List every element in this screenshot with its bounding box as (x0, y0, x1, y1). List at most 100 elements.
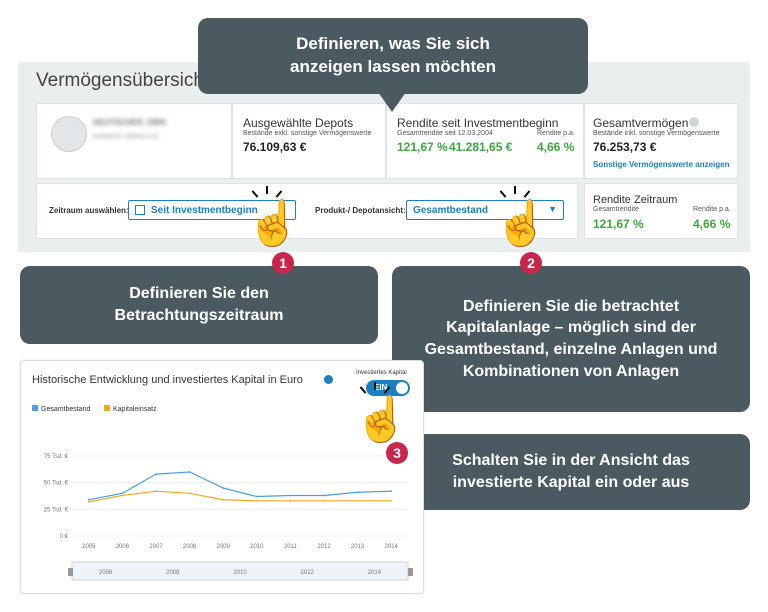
legend-swatch (32, 405, 38, 411)
data-point-kapitaleinsatz (356, 499, 359, 502)
product-label: Produkt-/ Depotansicht: (315, 206, 406, 215)
y-tick-label: 0 € (60, 534, 69, 540)
y-tick-label: 50 Tsd. € (44, 481, 69, 487)
click-ray (266, 186, 268, 194)
period-return-sub: Gesamtrendite (593, 206, 639, 213)
callout-product-text: Definieren Sie die betrachtet Kapitalanl… (424, 297, 718, 380)
period-return-label: Rendite Zeitraum (593, 194, 678, 206)
x-tick-label: 2011 (284, 544, 298, 550)
period-select[interactable]: Seit Investmentbeginn (128, 200, 296, 220)
total-value: 76.253,73 € (593, 140, 657, 154)
legend-item-gesamtbestand[interactable]: Gesamtbestand (32, 405, 90, 413)
legend-swatch (104, 405, 110, 411)
period-label: Zeitraum auswählen: (49, 206, 129, 215)
account-name: DEUTSCHER, DIRK (93, 118, 167, 127)
callout-period-text: Definieren Sie den Betrachtungszeitraum (114, 285, 284, 324)
return-pa-label: Rendite p.a. (537, 130, 575, 137)
data-point-gesamtbestand (356, 491, 359, 494)
total-label: Gesamtvermögen (593, 116, 689, 130)
data-point-kapitaleinsatz (188, 492, 191, 495)
selected-depots-card: Ausgewählte Depots Bestände exkl. sonsti… (232, 103, 386, 179)
data-point-gesamtbestand (87, 498, 90, 501)
callout-top-text: Definieren, was Sie sich anzeigen lassen… (290, 34, 496, 76)
return-pct: 121,67 % (397, 140, 448, 154)
x-tick-label: 2014 (385, 544, 399, 550)
toggle-state: EIN (374, 383, 388, 392)
product-select-value: Gesamtbestand (413, 204, 489, 216)
click-ray (514, 186, 516, 194)
data-point-gesamtbestand (121, 492, 124, 495)
callout-product: Definieren Sie die betrachtet Kapitalanl… (392, 266, 750, 412)
chart-title: Historische Entwicklung und investiertes… (32, 374, 303, 386)
chevron-down-icon: ▼ (548, 204, 557, 214)
calendar-icon (135, 205, 145, 215)
data-point-gesamtbestand (255, 495, 258, 498)
legend-label: Kapitaleinsatz (113, 406, 157, 413)
selected-depots-label: Ausgewählte Depots (243, 116, 354, 130)
avatar (51, 116, 87, 152)
navigator-left-handle[interactable] (68, 568, 73, 576)
data-point-gesamtbestand (289, 494, 292, 497)
data-point-kapitaleinsatz (289, 499, 292, 502)
callout-pointer (378, 92, 406, 112)
navigator-tick-label: 2008 (166, 570, 180, 576)
data-point-kapitaleinsatz (121, 494, 124, 497)
x-tick-label: 2005 (82, 544, 96, 550)
history-chart: 0 € 25 Tsd. € 50 Tsd. € 75 Tsd. € 2005 2006 2… (44, 454, 413, 581)
pointer-hand-icon: ☝ (354, 395, 409, 444)
period-select-value: Seit Investmentbeginn (151, 204, 258, 216)
badge-three: 3 (386, 442, 408, 464)
x-tick-label: 2008 (183, 544, 197, 550)
data-point-gesamtbestand (323, 494, 325, 497)
y-tick-label: 25 Tsd. € (44, 507, 69, 513)
toggle-label: Investiertes Kapital (356, 370, 407, 376)
legend-item-kapitaleinsatz[interactable]: Kapitaleinsatz (104, 405, 157, 413)
navigator-right-handle[interactable] (408, 568, 413, 576)
data-point-kapitaleinsatz (87, 500, 90, 503)
total-sub: Bestände inkl. sonstige Vermögenswerte (593, 130, 720, 137)
data-point-kapitaleinsatz (222, 498, 225, 501)
y-tick-label: 75 Tsd. € (44, 454, 69, 460)
x-tick-label: 2013 (351, 544, 365, 550)
series-line-gesamtbestand (88, 471, 392, 501)
badge-one: 1 (272, 252, 294, 274)
period-return-pa: 4,66 % (693, 217, 731, 231)
info-icon[interactable] (324, 375, 333, 384)
other-assets-link[interactable]: Sonstige Vermögenswerte anzeigen (593, 160, 730, 169)
data-point-kapitaleinsatz (155, 490, 157, 493)
period-return-pa-label: Rendite p.a. (693, 206, 731, 213)
return-label: Rendite seit Investmentbeginn (397, 116, 559, 130)
period-return-pct: 121,67 % (593, 217, 644, 231)
data-point-gesamtbestand (390, 490, 393, 493)
total-card: Gesamtvermögen Bestände inkl. sonstige V… (584, 103, 738, 179)
series-line-kapitaleinsatz (88, 490, 392, 503)
x-tick-label: 2006 (116, 544, 130, 550)
account-number: Kunden-Nr. 4884022703 (93, 134, 159, 140)
return-pa: 4,66 % (537, 140, 575, 154)
chart-card (20, 360, 424, 594)
callout-capital: Schalten Sie in der Ansicht das investie… (392, 434, 750, 510)
x-tick-label: 2012 (317, 544, 331, 550)
navigator-tick-label: 2012 (301, 570, 315, 576)
pointer-hand-icon: ☝ (494, 199, 549, 248)
click-ray (374, 382, 376, 390)
pointer-hand-icon: ☝ (246, 199, 301, 248)
return-amount: 41.281,65 € (449, 140, 513, 154)
x-tick-label: 2009 (217, 544, 231, 550)
navigator-tick-label: 2010 (233, 570, 247, 576)
page-title: Vermögensübersicht (36, 70, 210, 91)
navigator-tick-label: 2006 (99, 570, 113, 576)
data-point-gesamtbestand (155, 473, 157, 476)
data-point-kapitaleinsatz (323, 499, 325, 502)
x-tick-label: 2007 (149, 544, 163, 550)
product-select[interactable]: Gesamtbestand ▼ (406, 200, 564, 220)
legend-label: Gesamtbestand (41, 406, 91, 413)
account-card: DEUTSCHER, DIRK Kunden-Nr. 4884022703 (36, 103, 232, 179)
badge-two: 2 (520, 252, 542, 274)
data-point-gesamtbestand (188, 471, 191, 473)
data-point-kapitaleinsatz (255, 499, 258, 502)
data-point-kapitaleinsatz (390, 499, 393, 502)
callout-capital-text: Schalten Sie in der Ansicht das investie… (452, 452, 690, 491)
x-tick-label: 2010 (250, 544, 264, 550)
info-icon[interactable] (689, 117, 699, 127)
